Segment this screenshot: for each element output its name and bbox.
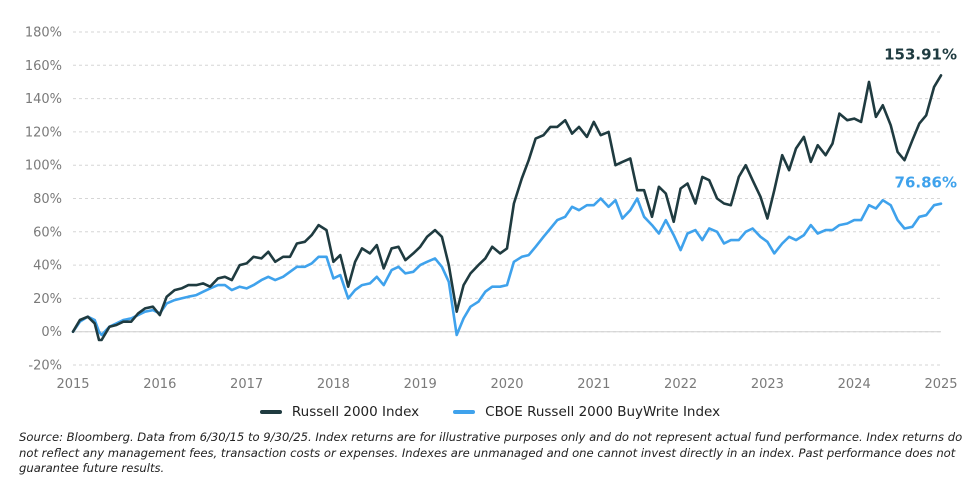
legend-label-russell-2000: Russell 2000 Index — [291, 404, 420, 420]
x-tick-label: 2019 — [404, 377, 437, 392]
source-footnote: Source: Bloomberg. Data from 6/30/15 to … — [19, 430, 963, 475]
y-tick-label: 20% — [33, 292, 62, 307]
x-tick-label: 2024 — [838, 377, 871, 392]
y-tick-label: 60% — [33, 225, 62, 240]
x-tick-label: 2020 — [490, 377, 523, 392]
x-tick-label: 2021 — [577, 377, 610, 392]
line-chart: -20% 0% 20% 40% 60% 80% 100% 120% 140% 160% 180% 2… — [25, 26, 958, 393]
x-tick-label: 2017 — [230, 377, 263, 392]
end-value-labels: 76.86% 153.91% — [884, 45, 957, 191]
gridlines — [73, 31, 941, 366]
legend-swatch-buywrite — [453, 410, 476, 414]
y-tick-label: 100% — [25, 159, 62, 174]
x-tick-label: 2025 — [924, 377, 957, 392]
x-tick-label: 2022 — [664, 377, 697, 392]
x-tick-label: 2015 — [56, 377, 89, 392]
legend-swatch-russell-2000 — [259, 410, 282, 414]
y-tick-label: 0% — [41, 325, 62, 340]
y-tick-label: -20% — [28, 359, 62, 374]
y-tick-label: 40% — [33, 259, 62, 274]
legend-item-russell-2000: Russell 2000 Index — [259, 404, 420, 420]
end-label-buywrite: 76.86% — [895, 174, 957, 192]
y-tick-label: 80% — [33, 192, 62, 207]
x-axis-tick-labels: 2015 2016 2017 2018 2019 2020 2021 2022 2023 2024… — [56, 377, 957, 392]
y-tick-label: 120% — [25, 125, 62, 140]
x-tick-label: 2016 — [143, 377, 176, 392]
y-tick-label: 140% — [25, 92, 62, 107]
legend-item-buywrite: CBOE Russell 2000 BuyWrite Index — [453, 404, 720, 420]
legend-label-buywrite: CBOE Russell 2000 BuyWrite Index — [485, 404, 721, 420]
series-line-russell-2000 — [71, 74, 943, 342]
end-label-russell-2000: 153.91% — [884, 45, 957, 63]
y-axis-tick-labels: -20% 0% 20% 40% 60% 80% 100% 120% 140% 160% 180% — [25, 26, 62, 374]
series-lines — [71, 74, 943, 342]
legend: Russell 2000 Index CBOE Russell 2000 Buy… — [0, 404, 980, 420]
series-line-buywrite — [71, 197, 943, 337]
y-tick-label: 160% — [25, 59, 62, 74]
y-tick-label: 180% — [25, 26, 62, 41]
x-tick-label: 2018 — [317, 377, 350, 392]
x-tick-label: 2023 — [751, 377, 784, 392]
